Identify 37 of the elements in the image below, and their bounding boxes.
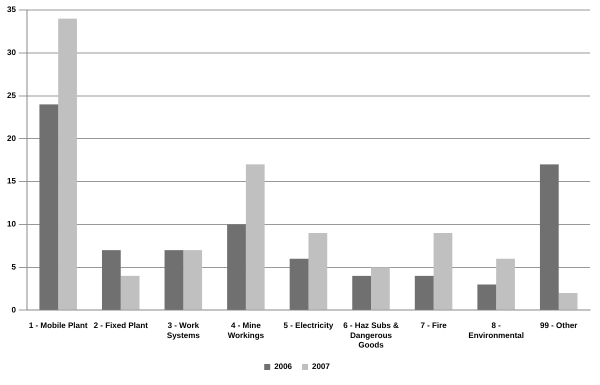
y-tick-label: 5	[11, 262, 16, 272]
bar	[434, 233, 452, 310]
x-tick-label: 5 - Electricity	[284, 321, 334, 330]
x-tick-label: 3 - Work Systems	[166, 321, 200, 340]
bar	[227, 224, 246, 310]
bar	[308, 233, 328, 310]
x-tick-label: 1 - Mobile Plant	[28, 321, 88, 330]
bar	[414, 276, 434, 310]
x-tick-label: 4 - Mine Workings	[228, 321, 265, 340]
bar	[246, 164, 265, 310]
y-tick-label: 0	[11, 305, 16, 314]
bar	[290, 258, 308, 310]
bar	[102, 250, 121, 310]
x-tick-label: 2 - Fixed Plant	[94, 321, 148, 330]
bar	[540, 164, 559, 310]
bar	[39, 104, 58, 310]
y-tick-label: 15	[6, 176, 16, 186]
bar	[352, 276, 372, 310]
bar	[371, 267, 390, 310]
x-tick-label: 99 - Other	[540, 321, 578, 330]
bar	[183, 250, 202, 310]
y-tick-label: 35	[6, 5, 16, 14]
bar	[477, 284, 496, 310]
legend-label: 2007	[312, 362, 330, 372]
x-tick-label: 7 - Fire	[420, 321, 448, 330]
x-tick-label: 8 - Environmental	[468, 321, 524, 340]
y-tick-label: 25	[6, 90, 16, 100]
x-tick-label: 6 - Haz Subs & Dangerous Goods	[343, 321, 400, 350]
bar	[558, 293, 578, 310]
y-tick-label: 30	[6, 48, 16, 58]
bar	[164, 250, 184, 310]
bar	[58, 18, 77, 310]
y-tick-label: 20	[6, 134, 16, 143]
bar	[496, 258, 515, 310]
y-tick-label: 10	[6, 220, 16, 229]
legend-label: 2006	[274, 362, 293, 372]
bar	[120, 276, 140, 310]
